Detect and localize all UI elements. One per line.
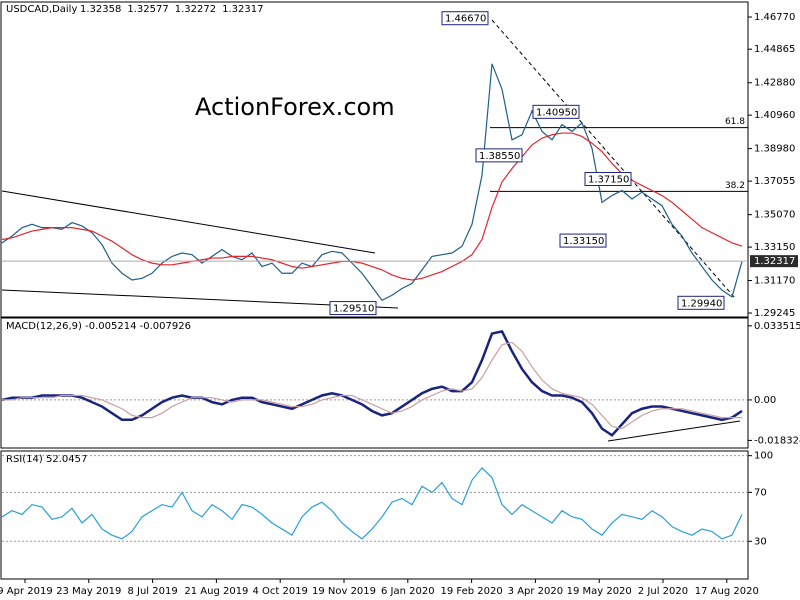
trendline [1, 190, 376, 254]
y-tick-label: 30 [754, 536, 767, 547]
y-tick-label: 1.40960 [754, 110, 795, 121]
y-tick-label: 1.44865 [754, 44, 795, 55]
trendline [491, 19, 736, 299]
price-label-box [584, 172, 632, 187]
series-line [1, 63, 743, 302]
x-tick-label: 19 Feb 2020 [440, 586, 502, 597]
price-label-box [441, 11, 489, 26]
x-tick-label: 19 May 2020 [567, 586, 632, 597]
series-line [2, 341, 742, 430]
series-line [1, 467, 743, 540]
price-frame [0, 1, 749, 318]
price-label: 1.33150 [563, 236, 604, 247]
y-tick-label: 1.35070 [754, 210, 795, 221]
y-tick-label: 70 [754, 487, 767, 498]
x-tick-label: 21 Aug 2019 [184, 586, 248, 597]
macd-frame [0, 317, 749, 449]
x-tick-label: 19 Nov 2019 [312, 586, 376, 597]
y-tick-label: 0.033515 [754, 321, 800, 332]
quote-value: 1.32358 [80, 4, 121, 15]
macd-trendline [607, 420, 741, 442]
price-label: 1.29510 [333, 304, 374, 315]
x-tick-label: 6 Jan 2020 [381, 586, 435, 597]
x-tick-label: 3 Apr 2020 [508, 586, 563, 597]
y-tick-label: 0.00 [754, 395, 776, 406]
quote-value: 1.32577 [127, 4, 168, 15]
price-label: 1.37150 [588, 175, 629, 186]
price-label-box [329, 301, 377, 316]
y-tick-label: 1.46770 [754, 12, 795, 23]
fib-label: 38.2 [725, 181, 745, 191]
y-tick-label: 100 [754, 451, 773, 462]
y-tick-label: 1.31170 [754, 276, 795, 287]
current-price: 1.32317 [754, 256, 795, 267]
price-label: 1.38550 [479, 151, 520, 162]
x-tick-label: 9 Apr 2019 [0, 586, 53, 597]
y-tick-label: 1.37055 [754, 176, 795, 187]
x-tick-label: 17 Aug 2020 [695, 586, 759, 597]
x-tick-label: 8 Jul 2019 [127, 586, 177, 597]
fib-label: 61.8 [725, 117, 745, 127]
rsi-title: RSI(14) 52.0457 [6, 454, 87, 465]
price-label-box [559, 233, 607, 248]
rsi-frame [0, 450, 749, 580]
price-label: 1.29940 [681, 298, 722, 309]
macd-title: MACD(12,26,9) -0.005214 -0.007926 [6, 321, 191, 332]
price-label-box [475, 148, 523, 163]
price-label-box [677, 295, 725, 310]
x-tick-label: 23 May 2019 [56, 586, 121, 597]
y-tick-label: 1.33150 [754, 242, 795, 253]
x-tick-label: 4 Oct 2019 [252, 586, 307, 597]
quote-value: 1.32272 [175, 4, 216, 15]
y-tick-label: 1.42880 [754, 78, 795, 89]
quote-value: 1.32317 [222, 4, 263, 15]
price-label: 1.46670 [445, 14, 486, 25]
y-tick-label: -0.018324 [754, 435, 800, 446]
price-title: USDCAD,Daily [6, 4, 77, 15]
price-label: 1.40950 [536, 107, 577, 118]
x-tick-label: 2 Jul 2020 [638, 586, 688, 597]
y-tick-label: 1.29245 [754, 308, 795, 319]
watermark: ActionForex.com [195, 93, 395, 121]
y-tick-label: 1.38980 [754, 144, 795, 155]
price-label-box [532, 104, 580, 119]
current-price-box [750, 255, 798, 268]
series-line [1, 132, 743, 281]
